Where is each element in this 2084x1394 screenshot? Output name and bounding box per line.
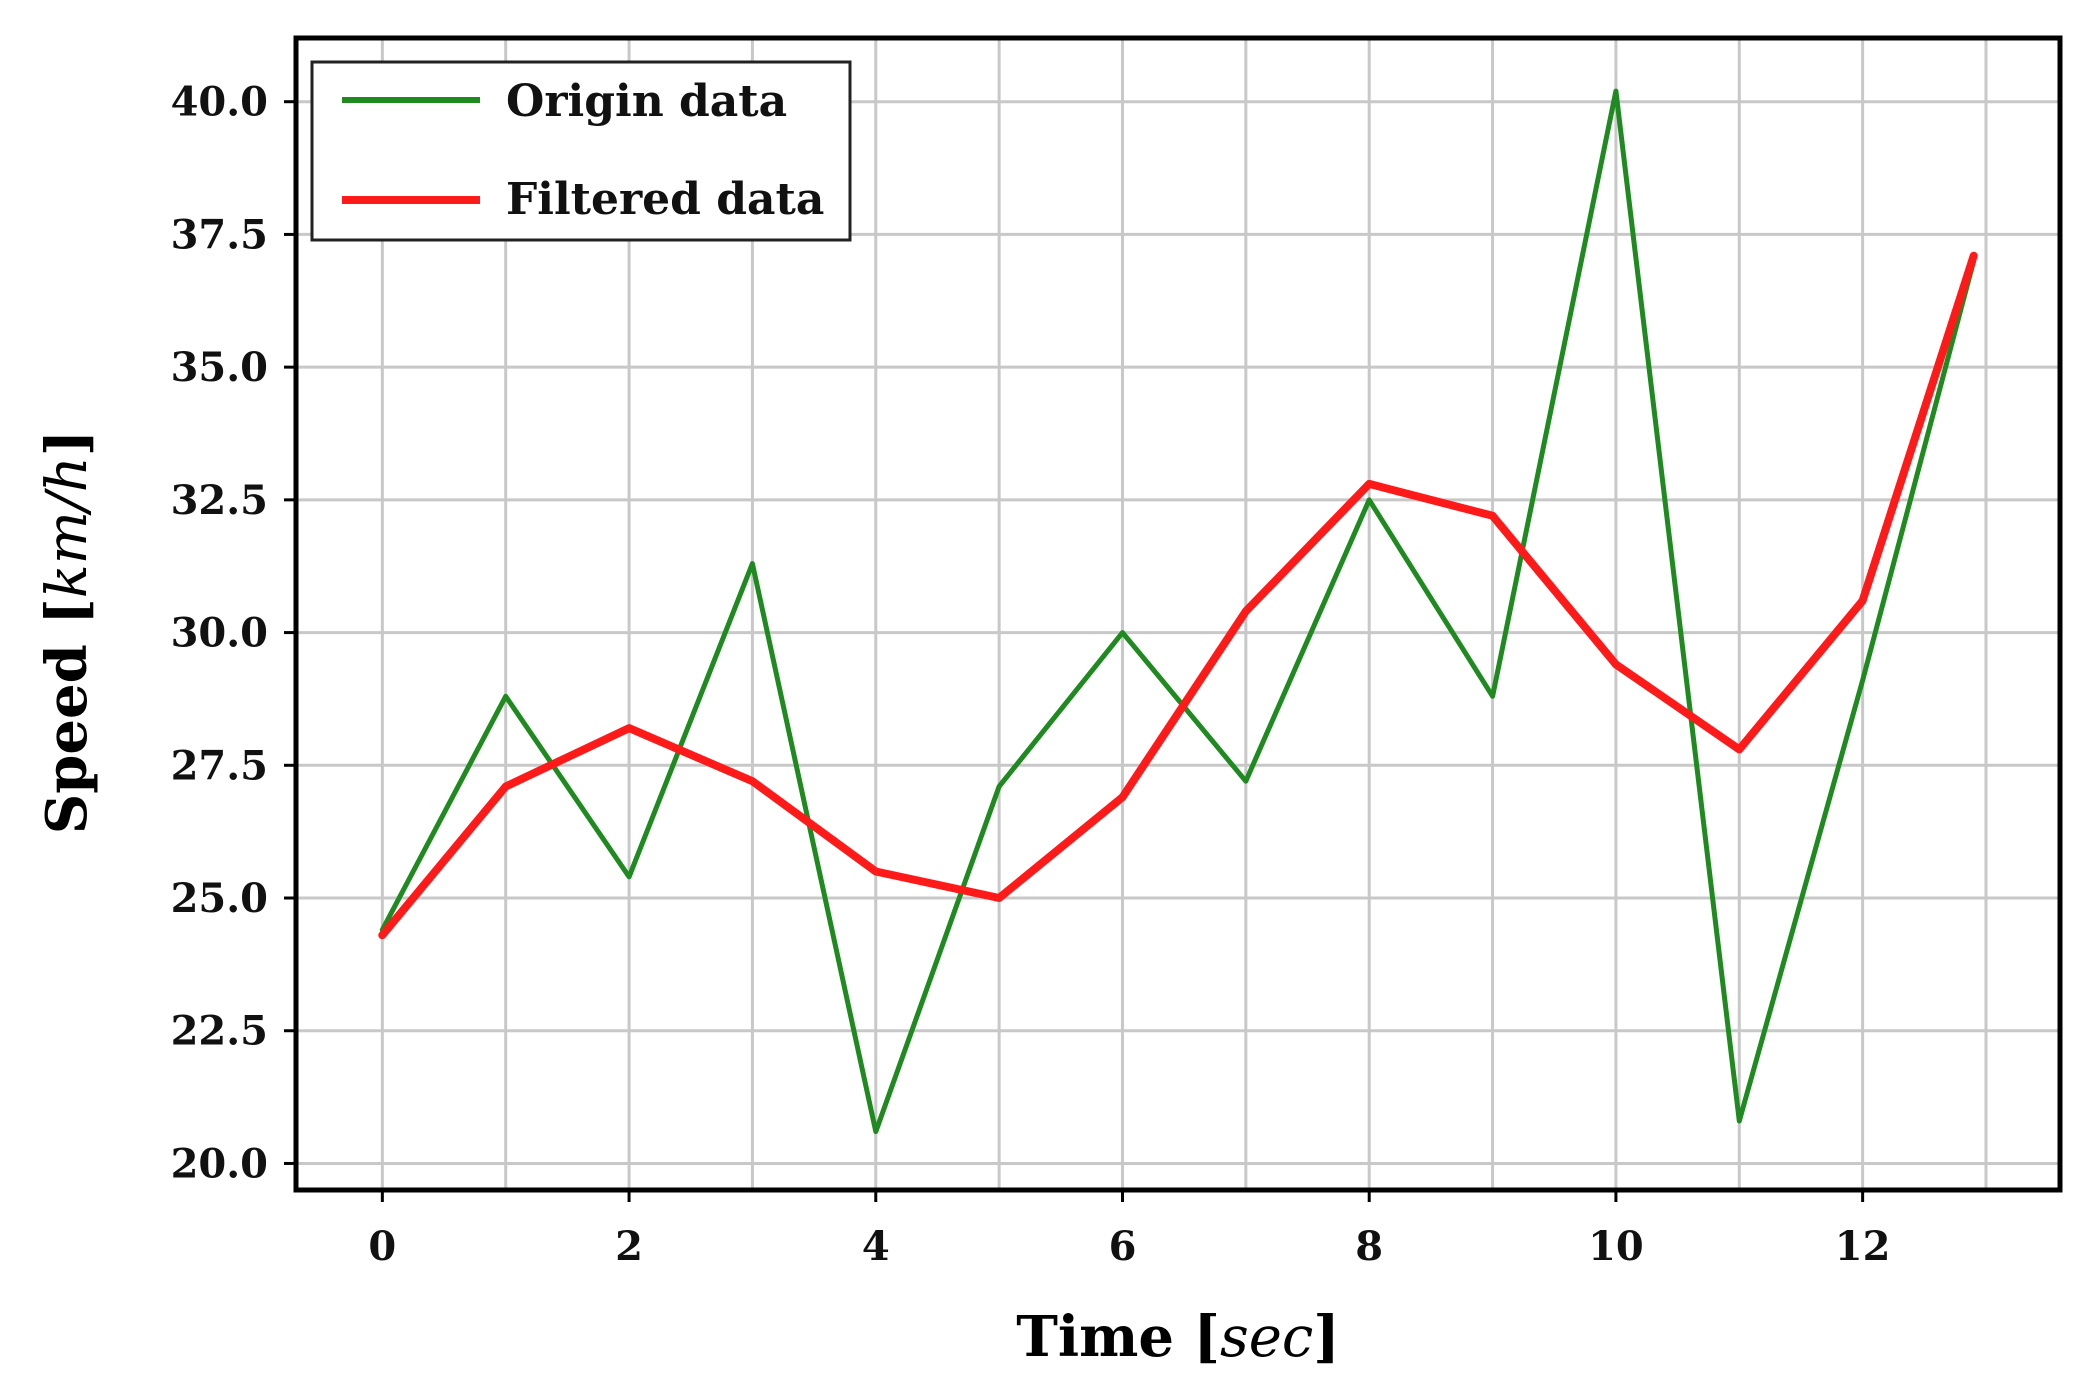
x-tick-label: 6 <box>1109 1223 1137 1270</box>
y-tick-label: 35.0 <box>171 344 268 391</box>
x-tick-label: 10 <box>1588 1223 1644 1270</box>
grid-lines <box>296 38 2060 1190</box>
y-tick-label: 37.5 <box>171 211 268 258</box>
y-tick-label: 20.0 <box>171 1140 268 1187</box>
legend-label-filtered: Filtered data <box>506 174 824 225</box>
y-tick-labels: 20.0 22.5 25.0 27.5 30.0 32.5 35.0 37.5 40.0 <box>171 79 296 1187</box>
x-tick-label: 0 <box>368 1223 396 1270</box>
legend-label-origin: Origin data <box>506 76 787 127</box>
x-tick-labels: 0 2 4 6 8 10 12 <box>368 1190 1890 1270</box>
x-axis-title: Time [sec] <box>1016 1304 1340 1370</box>
x-tick-label: 4 <box>862 1223 890 1270</box>
x-tick-label: 2 <box>615 1223 643 1270</box>
y-tick-label: 22.5 <box>171 1008 268 1055</box>
y-tick-label: 30.0 <box>171 610 268 657</box>
series-line-origin-data <box>379 88 1977 1135</box>
y-tick-label: 40.0 <box>171 79 268 126</box>
legend: Origin data Filtered data <box>310 60 852 242</box>
y-tick-label: 25.0 <box>171 875 268 922</box>
y-tick-label: 27.5 <box>171 742 268 789</box>
x-tick-label: 8 <box>1355 1223 1383 1270</box>
legend-box <box>310 60 852 242</box>
plot-frame <box>293 35 2063 1193</box>
plot-series <box>378 88 1978 1135</box>
series-line-filtered-data <box>378 251 1978 940</box>
y-tick-label: 32.5 <box>171 477 268 524</box>
x-tick-label: 12 <box>1835 1223 1891 1270</box>
y-axis-title: Speed [km/h] <box>34 430 100 834</box>
